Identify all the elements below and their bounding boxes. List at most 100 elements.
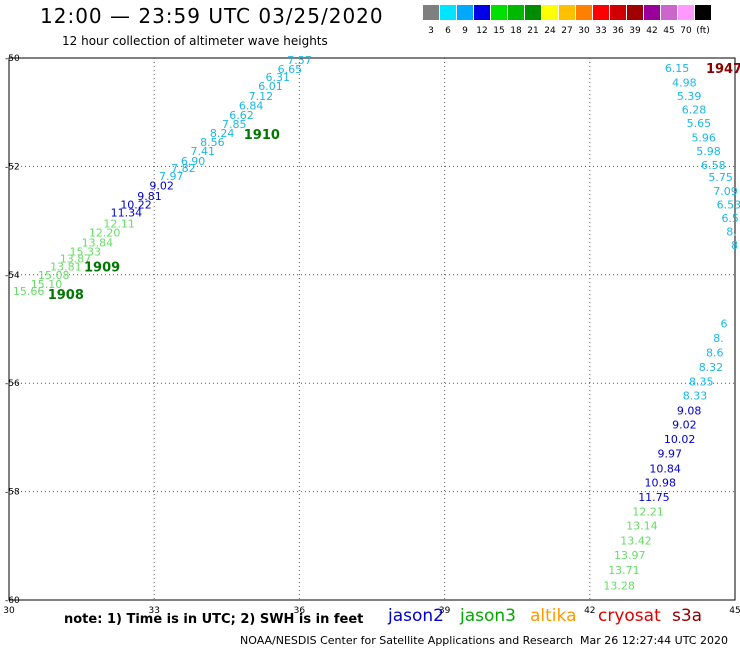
wave-height-label: 7.57 bbox=[287, 54, 312, 67]
wave-height-label: 6.28 bbox=[682, 103, 707, 116]
wave-height-label: 13.81 bbox=[50, 261, 82, 274]
wave-height-label: 8.6 bbox=[706, 346, 724, 359]
wave-height-label: 6.31 bbox=[266, 71, 291, 84]
wave-height-label: 9.08 bbox=[677, 404, 702, 417]
legend-swatch bbox=[474, 5, 490, 20]
wave-height-label: 6.90 bbox=[181, 155, 206, 168]
legend-swatch bbox=[423, 5, 439, 20]
map-title: 12:00 — 23:59 UTC 03/25/2020 bbox=[40, 4, 384, 28]
wave-height-label: 13.14 bbox=[626, 520, 658, 533]
legend-label: 18 bbox=[510, 26, 522, 36]
wave-height-label: 8.24 bbox=[210, 127, 235, 140]
lat-tick-label: -58 bbox=[5, 488, 20, 498]
wave-height-label: 15.33 bbox=[70, 245, 102, 258]
lat-tick-label: -60 bbox=[5, 596, 20, 606]
wave-height-label: 9.81 bbox=[137, 190, 162, 203]
legend-label: 70 bbox=[680, 26, 692, 36]
wave-height-label: 6.53 bbox=[717, 198, 740, 211]
legend-label: 6 bbox=[445, 26, 451, 36]
wave-height-label: 13.87 bbox=[60, 253, 92, 266]
wave-height-label: 6.62 bbox=[229, 109, 254, 122]
legend-label: 15 bbox=[493, 26, 505, 36]
legend-label: 24 bbox=[544, 26, 556, 36]
pass-time-label: 1947 bbox=[706, 62, 740, 77]
legend-label: 27 bbox=[561, 26, 573, 36]
wave-height-label: 5.65 bbox=[687, 117, 712, 130]
legend-label: 21 bbox=[527, 26, 539, 36]
footer-note: note: 1) Time is in UTC; 2) SWH is in fe… bbox=[64, 612, 364, 627]
legend-swatch bbox=[542, 5, 558, 20]
legend-swatch bbox=[559, 5, 575, 20]
legend-swatch bbox=[678, 5, 694, 20]
legend-label: 3 bbox=[428, 26, 434, 36]
legend-swatch bbox=[610, 5, 626, 20]
wave-height-label: 13.71 bbox=[608, 564, 640, 577]
legend-label: 9 bbox=[462, 26, 468, 36]
wave-height-label: 6.58 bbox=[701, 159, 726, 172]
wave-height-label: 8 bbox=[731, 239, 738, 252]
legend-swatch bbox=[576, 5, 592, 20]
wave-height-label: 5.98 bbox=[696, 145, 721, 158]
lon-tick-label: 33 bbox=[148, 606, 159, 616]
lat-tick-label: -56 bbox=[5, 379, 20, 389]
wave-height-label: 6.01 bbox=[258, 80, 283, 93]
wave-height-label: 15.08 bbox=[38, 269, 70, 282]
wave-height-label: 7.82 bbox=[171, 162, 196, 175]
satellite-label-altika: altika bbox=[530, 606, 577, 626]
wave-height-label: 10.02 bbox=[664, 433, 696, 446]
wave-height-label: 4.98 bbox=[672, 76, 697, 89]
lon-tick-label: 36 bbox=[294, 606, 306, 616]
wave-height-label: 13.42 bbox=[620, 534, 652, 547]
pass-time-label: 1908 bbox=[48, 288, 84, 303]
legend-label: 12 bbox=[476, 26, 488, 36]
legend-swatch bbox=[508, 5, 524, 20]
wave-height-label: 7.09 bbox=[713, 185, 738, 198]
credit-line: NOAA/NESDIS Center for Satellite Applica… bbox=[240, 634, 574, 647]
wave-height-label: 8.33 bbox=[683, 390, 708, 403]
wave-height-label: 5.39 bbox=[677, 90, 702, 103]
wave-height-label: 8.56 bbox=[200, 136, 225, 149]
lon-tick-label: 39 bbox=[439, 606, 451, 616]
wave-height-label: 8. bbox=[726, 225, 737, 238]
pass-time-label: 1910 bbox=[244, 128, 280, 143]
wave-height-label: 5.75 bbox=[708, 171, 733, 184]
satellite-label-jason3: jason3 bbox=[460, 606, 516, 626]
wave-height-label: 9.97 bbox=[658, 448, 683, 461]
wave-height-label: 6 bbox=[720, 318, 727, 331]
wave-height-label: 5.96 bbox=[691, 132, 716, 145]
wave-height-label: 13.97 bbox=[614, 549, 646, 562]
satellite-label-jason2: jason2 bbox=[388, 606, 444, 626]
wave-height-label: 10.98 bbox=[644, 476, 676, 489]
wave-height-label: 11.34 bbox=[111, 206, 143, 219]
lon-tick-label: 42 bbox=[584, 606, 595, 616]
wave-height-label: 6.84 bbox=[239, 100, 264, 113]
wave-height-label: 10.22 bbox=[120, 198, 152, 211]
wave-height-label: 9.02 bbox=[149, 179, 174, 192]
map-subtitle: 12 hour collection of altimeter wave hei… bbox=[62, 34, 328, 48]
wave-height-label: 8.35 bbox=[689, 376, 714, 389]
wave-height-label: 6.65 bbox=[278, 63, 303, 76]
legend-label: 42 bbox=[646, 26, 658, 36]
wave-height-label: 7.85 bbox=[222, 118, 247, 131]
wave-height-label: 7.41 bbox=[191, 145, 216, 158]
wave-height-label: 12.11 bbox=[103, 217, 135, 230]
wave-height-label: 15.66 bbox=[13, 285, 45, 298]
wave-height-label: 8. bbox=[713, 332, 724, 345]
legend-label: 39 bbox=[629, 26, 641, 36]
wave-height-label: 13.28 bbox=[603, 579, 635, 592]
map-frame bbox=[8, 57, 736, 601]
wave-height-label: 8.32 bbox=[699, 361, 724, 374]
generated-timestamp: Mar 26 12:27:44 UTC 2020 bbox=[580, 634, 728, 647]
lat-tick-label: -54 bbox=[5, 271, 20, 281]
wave-height-label: 12.20 bbox=[89, 227, 121, 240]
legend-label: (ft) bbox=[696, 26, 710, 36]
legend-swatch bbox=[440, 5, 456, 20]
legend-label: 36 bbox=[612, 26, 624, 36]
legend-swatch bbox=[457, 5, 473, 20]
wave-height-label: 11.75 bbox=[638, 491, 670, 504]
wave-height-label: 15.10 bbox=[31, 278, 62, 291]
satellite-label-s3a: s3a bbox=[672, 606, 703, 626]
lon-tick-label: 30 bbox=[3, 606, 15, 616]
wave-height-label: 7.97 bbox=[159, 170, 184, 183]
